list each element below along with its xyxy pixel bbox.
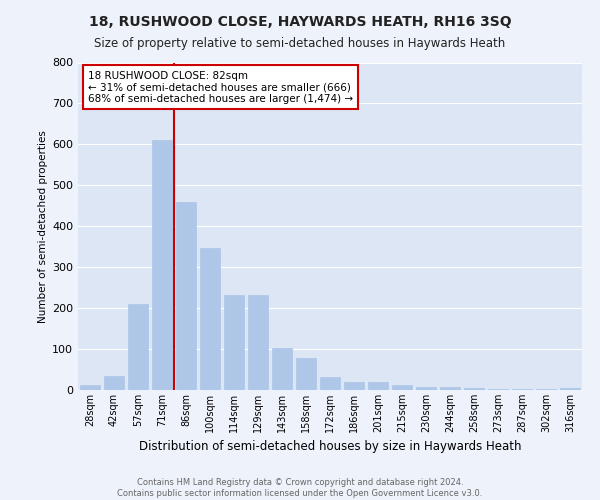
Bar <box>536 389 556 390</box>
Bar <box>512 389 532 390</box>
Bar <box>368 382 388 390</box>
Bar <box>152 140 172 390</box>
Bar <box>80 385 100 390</box>
Bar <box>488 389 508 390</box>
Bar <box>104 376 124 390</box>
Bar <box>248 295 268 390</box>
Bar <box>464 388 484 390</box>
Bar <box>176 202 196 390</box>
Bar <box>440 386 460 390</box>
Bar <box>128 304 148 390</box>
Bar <box>416 386 436 390</box>
Bar <box>392 385 412 390</box>
Bar <box>200 248 220 390</box>
Y-axis label: Number of semi-detached properties: Number of semi-detached properties <box>38 130 48 322</box>
Text: Size of property relative to semi-detached houses in Haywards Heath: Size of property relative to semi-detach… <box>94 38 506 51</box>
Text: Contains HM Land Registry data © Crown copyright and database right 2024.
Contai: Contains HM Land Registry data © Crown c… <box>118 478 482 498</box>
Bar <box>272 348 292 390</box>
Bar <box>560 388 580 390</box>
Text: 18, RUSHWOOD CLOSE, HAYWARDS HEATH, RH16 3SQ: 18, RUSHWOOD CLOSE, HAYWARDS HEATH, RH16… <box>89 15 511 29</box>
Bar <box>344 382 364 390</box>
X-axis label: Distribution of semi-detached houses by size in Haywards Heath: Distribution of semi-detached houses by … <box>139 440 521 454</box>
Bar <box>296 358 316 390</box>
Bar <box>224 295 244 390</box>
Bar <box>320 377 340 390</box>
Text: 18 RUSHWOOD CLOSE: 82sqm
← 31% of semi-detached houses are smaller (666)
68% of : 18 RUSHWOOD CLOSE: 82sqm ← 31% of semi-d… <box>88 70 353 104</box>
